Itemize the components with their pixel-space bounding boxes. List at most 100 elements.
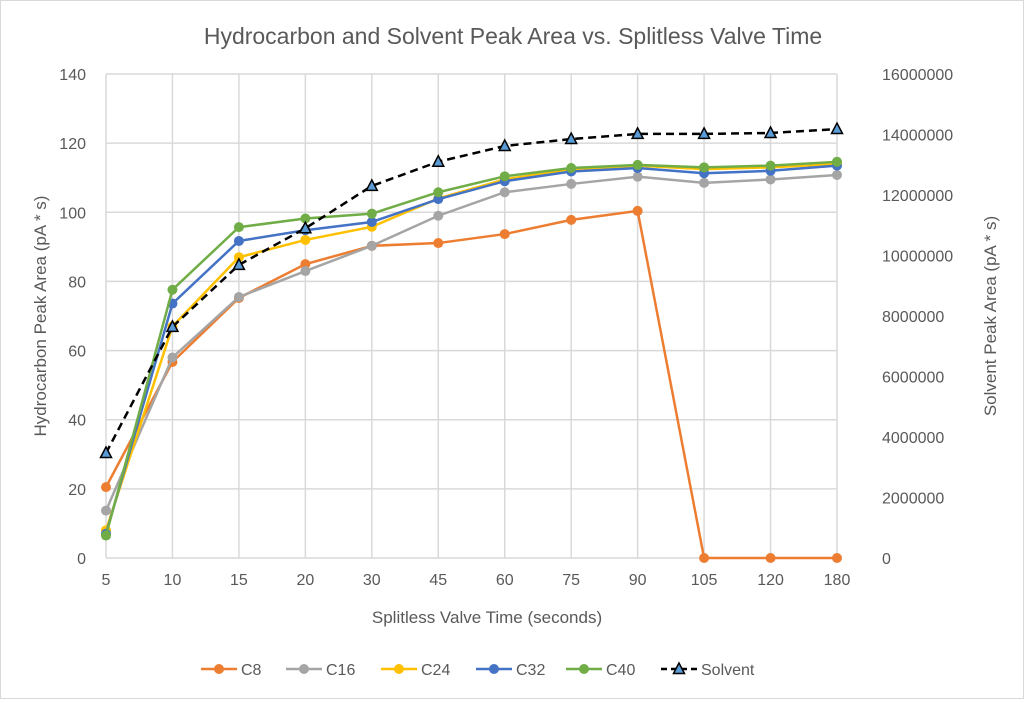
legend-item-c16: C16 bbox=[286, 662, 355, 679]
x-tick-label: 180 bbox=[824, 572, 851, 589]
x-axis-title: Splitless Valve Time (seconds) bbox=[372, 608, 602, 627]
x-tick-label: 15 bbox=[230, 572, 248, 589]
y2-tick-label: 0 bbox=[882, 551, 891, 568]
legend-marker bbox=[672, 661, 686, 675]
y-axis-title: Hydrocarbon Peak Area (pA * s) bbox=[31, 196, 50, 437]
legend-item-c40: C40 bbox=[566, 662, 635, 679]
x-tick-label: 60 bbox=[496, 572, 514, 589]
series-solvent bbox=[99, 121, 844, 459]
data-point-c8 bbox=[101, 482, 111, 493]
y2-tick-label: 10000000 bbox=[882, 249, 953, 266]
data-point-c8 bbox=[832, 553, 842, 563]
x-tick-label: 45 bbox=[429, 572, 447, 589]
x-tick-label: 10 bbox=[164, 572, 182, 589]
legend-label: C16 bbox=[326, 662, 355, 679]
data-point-c16 bbox=[366, 240, 377, 251]
data-point-c40 bbox=[832, 156, 842, 167]
series-c24 bbox=[101, 158, 842, 536]
data-point-c40 bbox=[366, 208, 377, 219]
y2-tick-label: 6000000 bbox=[882, 370, 944, 387]
data-point-solvent bbox=[830, 121, 844, 135]
data-point-c40 bbox=[233, 222, 244, 233]
y2-tick-label: 2000000 bbox=[882, 491, 944, 508]
data-point-solvent bbox=[365, 178, 379, 192]
data-point-c8 bbox=[566, 214, 577, 225]
series-line-c40 bbox=[104, 160, 838, 536]
data-point-c40 bbox=[765, 160, 776, 171]
series-c32 bbox=[101, 160, 842, 539]
data-point-c16 bbox=[167, 352, 178, 363]
legend-label: C24 bbox=[421, 662, 450, 679]
x-tick-label: 90 bbox=[629, 572, 647, 589]
y-tick-label: 140 bbox=[59, 67, 86, 84]
data-point-solvent bbox=[165, 319, 180, 333]
legend-marker bbox=[579, 664, 589, 674]
series-c40 bbox=[101, 156, 842, 541]
data-point-c16 bbox=[632, 171, 643, 182]
data-point-c40 bbox=[699, 162, 710, 173]
data-point-c16 bbox=[765, 174, 776, 185]
data-point-solvent bbox=[564, 131, 578, 145]
legend-marker bbox=[299, 664, 309, 674]
series-c16 bbox=[101, 169, 842, 516]
data-point-c8 bbox=[699, 553, 710, 563]
data-point-c40 bbox=[499, 171, 510, 182]
legend-marker bbox=[214, 664, 224, 674]
x-tick-label: 5 bbox=[102, 572, 111, 589]
y-tick-label: 20 bbox=[68, 482, 86, 499]
series-line-c16 bbox=[104, 173, 838, 512]
data-point-c16 bbox=[832, 169, 842, 180]
legend-item-c32: C32 bbox=[476, 662, 545, 679]
data-point-solvent bbox=[697, 126, 711, 140]
data-point-c16 bbox=[300, 266, 311, 277]
legend-item-solvent: Solvent bbox=[661, 661, 755, 679]
y2-tick-label: 16000000 bbox=[882, 67, 953, 84]
data-point-solvent bbox=[763, 125, 778, 139]
y-tick-label: 60 bbox=[68, 344, 86, 361]
data-point-c8 bbox=[765, 553, 776, 563]
series-line-solvent bbox=[104, 127, 838, 454]
y-tick-label: 120 bbox=[59, 136, 86, 153]
data-point-c24 bbox=[233, 252, 244, 263]
data-point-solvent bbox=[232, 257, 246, 271]
x-tick-label: 20 bbox=[296, 572, 314, 589]
data-point-c40 bbox=[300, 213, 311, 224]
legend-label: Solvent bbox=[701, 662, 755, 679]
data-point-c16 bbox=[433, 210, 444, 221]
legend-item-c24: C24 bbox=[381, 662, 450, 679]
data-point-solvent bbox=[497, 138, 512, 152]
y2-tick-label: 14000000 bbox=[882, 128, 953, 145]
x-tick-label: 120 bbox=[757, 572, 784, 589]
data-point-c16 bbox=[566, 178, 577, 189]
y2-tick-label: 4000000 bbox=[882, 430, 944, 447]
legend-item-c8: C8 bbox=[201, 662, 262, 679]
y-tick-label: 100 bbox=[59, 205, 86, 222]
legend-marker bbox=[394, 664, 404, 674]
data-point-c40 bbox=[101, 530, 111, 541]
legend-label: C32 bbox=[516, 662, 545, 679]
data-point-c40 bbox=[566, 163, 577, 174]
series-c8 bbox=[101, 205, 842, 563]
data-point-c40 bbox=[632, 159, 643, 170]
y-tick-label: 0 bbox=[77, 551, 86, 568]
data-point-c8 bbox=[433, 238, 444, 249]
data-point-c16 bbox=[499, 187, 510, 198]
data-point-solvent bbox=[630, 126, 645, 140]
data-point-c16 bbox=[233, 291, 244, 302]
y-tick-label: 40 bbox=[68, 413, 86, 430]
data-point-solvent bbox=[99, 445, 113, 459]
y2-tick-label: 12000000 bbox=[882, 188, 953, 205]
data-point-c32 bbox=[233, 235, 244, 246]
legend-marker bbox=[489, 664, 499, 674]
x-tick-label: 75 bbox=[562, 572, 580, 589]
chart-title: Hydrocarbon and Solvent Peak Area vs. Sp… bbox=[204, 23, 822, 49]
data-point-c32 bbox=[433, 194, 444, 205]
data-point-c8 bbox=[499, 229, 510, 240]
series-line-c32 bbox=[104, 164, 838, 535]
data-point-c8 bbox=[300, 259, 311, 270]
data-point-c16 bbox=[699, 177, 710, 188]
data-point-c16 bbox=[101, 505, 111, 516]
x-tick-label: 30 bbox=[363, 572, 381, 589]
